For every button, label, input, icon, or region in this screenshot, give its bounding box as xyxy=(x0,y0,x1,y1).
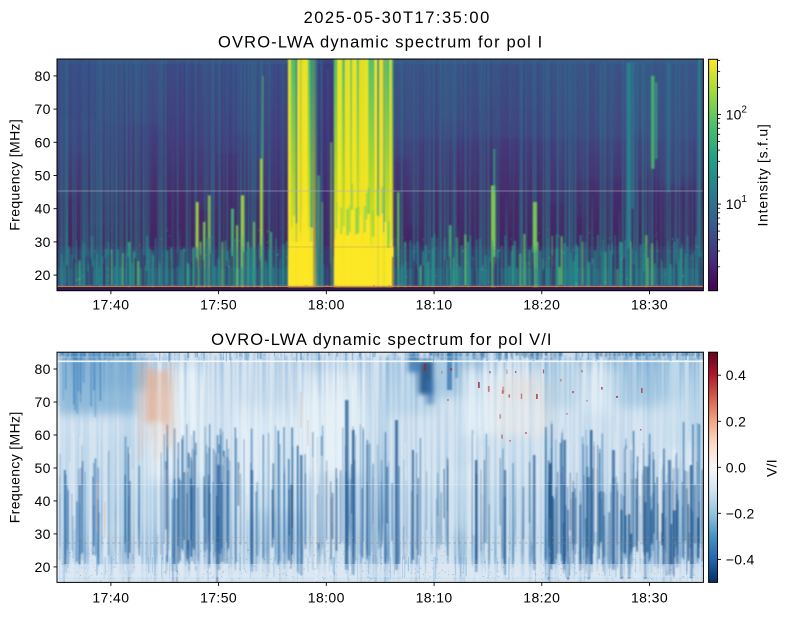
svg-text:18:30: 18:30 xyxy=(631,590,668,606)
svg-text:V/I: V/I xyxy=(764,459,780,477)
svg-text:18:10: 18:10 xyxy=(416,297,453,313)
svg-text:17:50: 17:50 xyxy=(200,590,237,606)
svg-text:40: 40 xyxy=(35,201,51,217)
svg-text:OVRO-LWA dynamic spectrum for: OVRO-LWA dynamic spectrum for pol V/I xyxy=(211,331,552,349)
svg-text:30: 30 xyxy=(35,526,51,542)
svg-text:18:20: 18:20 xyxy=(523,590,560,606)
svg-text:17:40: 17:40 xyxy=(92,590,129,606)
svg-text:18:00: 18:00 xyxy=(308,590,345,606)
svg-text:18:10: 18:10 xyxy=(416,590,453,606)
svg-text:OVRO-LWA dynamic spectrum for: OVRO-LWA dynamic spectrum for pol I xyxy=(218,34,543,52)
svg-text:0.0: 0.0 xyxy=(726,459,746,475)
svg-text:Frequency [MHz]: Frequency [MHz] xyxy=(7,119,23,231)
svg-text:−0.2: −0.2 xyxy=(726,505,755,521)
svg-text:17:50: 17:50 xyxy=(200,297,237,313)
svg-text:18:00: 18:00 xyxy=(308,297,345,313)
svg-text:Intensity [s.f.u]: Intensity [s.f.u] xyxy=(755,123,771,226)
svg-text:Frequency [MHz]: Frequency [MHz] xyxy=(7,411,23,523)
svg-text:2025-05-30T17:35:00: 2025-05-30T17:35:00 xyxy=(304,9,491,27)
svg-text:0.2: 0.2 xyxy=(726,413,746,429)
svg-text:70: 70 xyxy=(35,394,51,410)
svg-text:−0.4: −0.4 xyxy=(726,551,755,567)
svg-text:20: 20 xyxy=(35,267,51,283)
svg-text:20: 20 xyxy=(35,559,51,575)
svg-text:60: 60 xyxy=(35,427,51,443)
svg-text:50: 50 xyxy=(35,460,51,476)
svg-text:0.4: 0.4 xyxy=(726,367,746,383)
svg-text:40: 40 xyxy=(35,493,51,509)
svg-text:80: 80 xyxy=(35,361,51,377)
svg-text:18:20: 18:20 xyxy=(523,297,560,313)
svg-text:70: 70 xyxy=(35,101,51,117)
svg-text:18:30: 18:30 xyxy=(631,297,668,313)
svg-text:80: 80 xyxy=(35,68,51,84)
svg-text:17:40: 17:40 xyxy=(92,297,129,313)
svg-text:50: 50 xyxy=(35,168,51,184)
svg-text:60: 60 xyxy=(35,134,51,150)
svg-text:30: 30 xyxy=(35,234,51,250)
